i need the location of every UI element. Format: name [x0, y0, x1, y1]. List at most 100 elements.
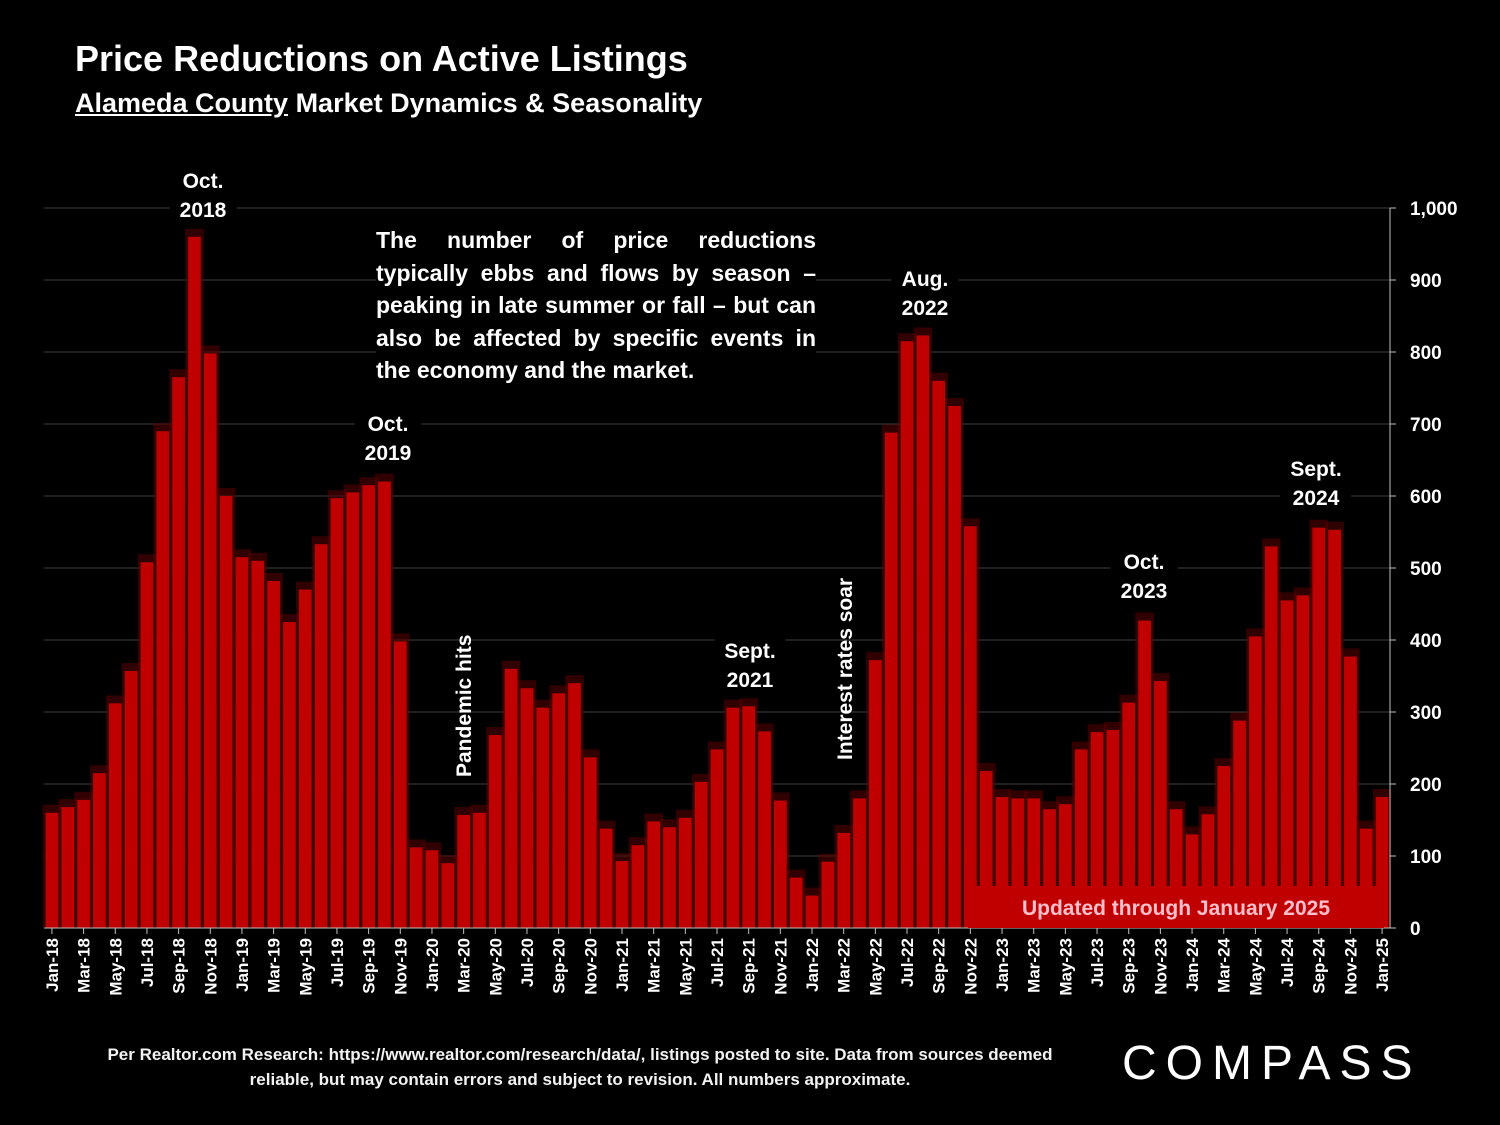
subtitle-rest: Market Dynamics & Seasonality [295, 88, 703, 118]
bar [1138, 620, 1151, 928]
bar [583, 757, 597, 928]
y-tick-label: 0 [1410, 919, 1421, 940]
annotation-line: Aug. [901, 268, 949, 291]
x-tick-label: Jul-23 [1088, 938, 1107, 987]
bar [964, 526, 977, 928]
bar [1264, 546, 1278, 928]
bar [330, 498, 344, 928]
annotation-oct-2019: Oct. 2019 [354, 410, 422, 468]
x-tick-label: Jan-19 [233, 938, 252, 992]
bar [1122, 702, 1136, 928]
x-tick-label: Jan-18 [43, 938, 62, 992]
bars [42, 228, 1392, 929]
x-tick-label: Jan-22 [803, 938, 822, 992]
x-tick-label: Jul-21 [708, 938, 727, 987]
bar [520, 688, 534, 928]
bar-chart: 0 100 200 300 400 500 600 700 800 900 1,000 Jan-18… [42, 199, 1458, 996]
bar [45, 812, 59, 928]
bar [742, 706, 756, 928]
x-tick-label: May-24 [1246, 937, 1265, 995]
bar [1074, 749, 1088, 928]
x-tick-label: Sep-23 [1120, 938, 1139, 994]
bar [853, 798, 866, 928]
bar [647, 821, 660, 928]
bar [267, 580, 280, 928]
x-tick-label: May-20 [486, 938, 505, 996]
bar [694, 781, 708, 928]
bar [425, 850, 439, 928]
subtitle-region: Alameda County [75, 88, 289, 118]
bar [140, 562, 154, 928]
bar [900, 341, 914, 928]
bar [298, 589, 312, 928]
x-tick-label: Nov-21 [771, 938, 790, 995]
x-tick-label: Mar-24 [1215, 937, 1234, 992]
y-tick-label: 200 [1410, 775, 1442, 796]
x-tick-label: Nov-19 [391, 938, 410, 995]
x-tick-label: Nov-22 [961, 938, 980, 995]
y-tick-label: 800 [1410, 343, 1442, 364]
x-tick-label: Sep-20 [550, 938, 569, 994]
bar [441, 863, 455, 928]
y-axis: 0 100 200 300 400 500 600 700 800 900 1,000 [44, 199, 1458, 940]
bar [172, 377, 185, 928]
x-tick-label: Jul-18 [138, 938, 157, 987]
bar [758, 731, 771, 928]
x-tick-label: Mar-23 [1025, 938, 1044, 993]
x-tick-label: Jul-20 [518, 938, 537, 987]
source-note: Per Realtor.com Research: https://www.re… [107, 1045, 1053, 1089]
bar [188, 236, 201, 929]
annotation-line: Sept. [724, 640, 776, 663]
annotation-pandemic: Pandemic hits [453, 634, 476, 777]
x-tick-label: May-21 [676, 938, 695, 996]
x-tick-label: Sep-22 [930, 938, 949, 994]
bar [774, 800, 787, 928]
annotation-line: 2018 [179, 199, 227, 222]
annotation-line: Oct. [367, 413, 409, 436]
y-tick-label: 900 [1410, 271, 1442, 292]
annotation-line: 2023 [1120, 580, 1168, 603]
bar [948, 406, 961, 928]
bar [1280, 600, 1294, 928]
annotation-line: Sept. [1290, 458, 1342, 481]
bar [124, 670, 138, 928]
bar [362, 485, 375, 928]
bar [393, 641, 407, 928]
bar [726, 707, 740, 928]
bar [552, 693, 565, 928]
bar [251, 560, 265, 928]
bar [805, 895, 819, 928]
bar [869, 660, 882, 928]
bar [884, 432, 898, 928]
bar [488, 735, 502, 928]
annotation-line: 2024 [1292, 487, 1340, 510]
compass-logo: COMPASS [1122, 1037, 1422, 1090]
annotation-line: 2019 [364, 442, 412, 465]
bar [1249, 636, 1262, 928]
chart-subtitle: Alameda County Market Dynamics & Seasona… [75, 88, 702, 119]
x-tick-label: Mar-18 [75, 938, 94, 993]
bar [678, 817, 692, 928]
x-tick-label: Sep-21 [740, 938, 759, 994]
x-tick-label: Sep-24 [1310, 937, 1329, 993]
x-tick-label: Sep-18 [170, 938, 189, 994]
bar [932, 380, 946, 928]
annotation-rates: Interest rates soar [834, 577, 857, 760]
annotation-oct-2018: Oct. 2018 [169, 167, 237, 225]
x-tick-label: May-19 [296, 938, 315, 996]
bar [821, 861, 835, 928]
x-tick-label: Nov-23 [1151, 938, 1170, 995]
bar [409, 847, 423, 928]
x-tick-label: Nov-20 [581, 938, 600, 995]
bar [283, 622, 296, 928]
x-tick-label: Nov-18 [201, 938, 220, 995]
bar [457, 814, 470, 928]
x-tick-label: Nov-24 [1341, 937, 1360, 994]
updated-badge: Updated through January 2025 [968, 886, 1384, 928]
bar [108, 703, 122, 928]
bar [314, 544, 328, 928]
chart-title: Price Reductions on Active Listings [75, 38, 688, 79]
bar [1344, 656, 1357, 928]
bar [1106, 730, 1120, 928]
x-tick-label: Jul-24 [1278, 937, 1297, 987]
